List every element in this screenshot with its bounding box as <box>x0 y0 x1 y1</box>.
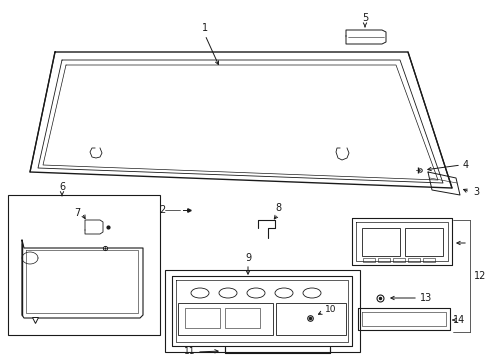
Bar <box>275 303 346 335</box>
Text: 3: 3 <box>472 187 478 197</box>
Bar <box>224 308 260 328</box>
Text: 8: 8 <box>274 203 281 213</box>
Text: 14: 14 <box>452 315 464 325</box>
Text: 9: 9 <box>244 253 250 263</box>
Bar <box>361 228 399 256</box>
Bar <box>8 195 160 335</box>
Text: 6: 6 <box>59 182 65 192</box>
Bar <box>404 228 442 256</box>
Text: 12: 12 <box>473 271 486 281</box>
Text: 2: 2 <box>159 205 164 215</box>
Ellipse shape <box>219 288 237 298</box>
Ellipse shape <box>303 288 320 298</box>
Bar <box>164 270 359 352</box>
Bar <box>422 258 434 262</box>
Text: 10: 10 <box>325 306 336 315</box>
Text: 11: 11 <box>183 347 195 356</box>
Ellipse shape <box>246 288 264 298</box>
Text: 5: 5 <box>361 13 367 23</box>
Bar <box>392 258 404 262</box>
Bar <box>377 258 389 262</box>
Polygon shape <box>346 30 385 44</box>
Bar <box>362 258 374 262</box>
Bar <box>407 258 419 262</box>
Text: 1: 1 <box>202 23 207 33</box>
Text: 7: 7 <box>74 208 80 218</box>
Text: 13: 13 <box>419 293 431 303</box>
Bar <box>184 308 220 328</box>
Ellipse shape <box>274 288 292 298</box>
Bar <box>178 303 272 335</box>
Polygon shape <box>22 240 142 318</box>
Ellipse shape <box>191 288 208 298</box>
Text: 4: 4 <box>462 160 468 170</box>
